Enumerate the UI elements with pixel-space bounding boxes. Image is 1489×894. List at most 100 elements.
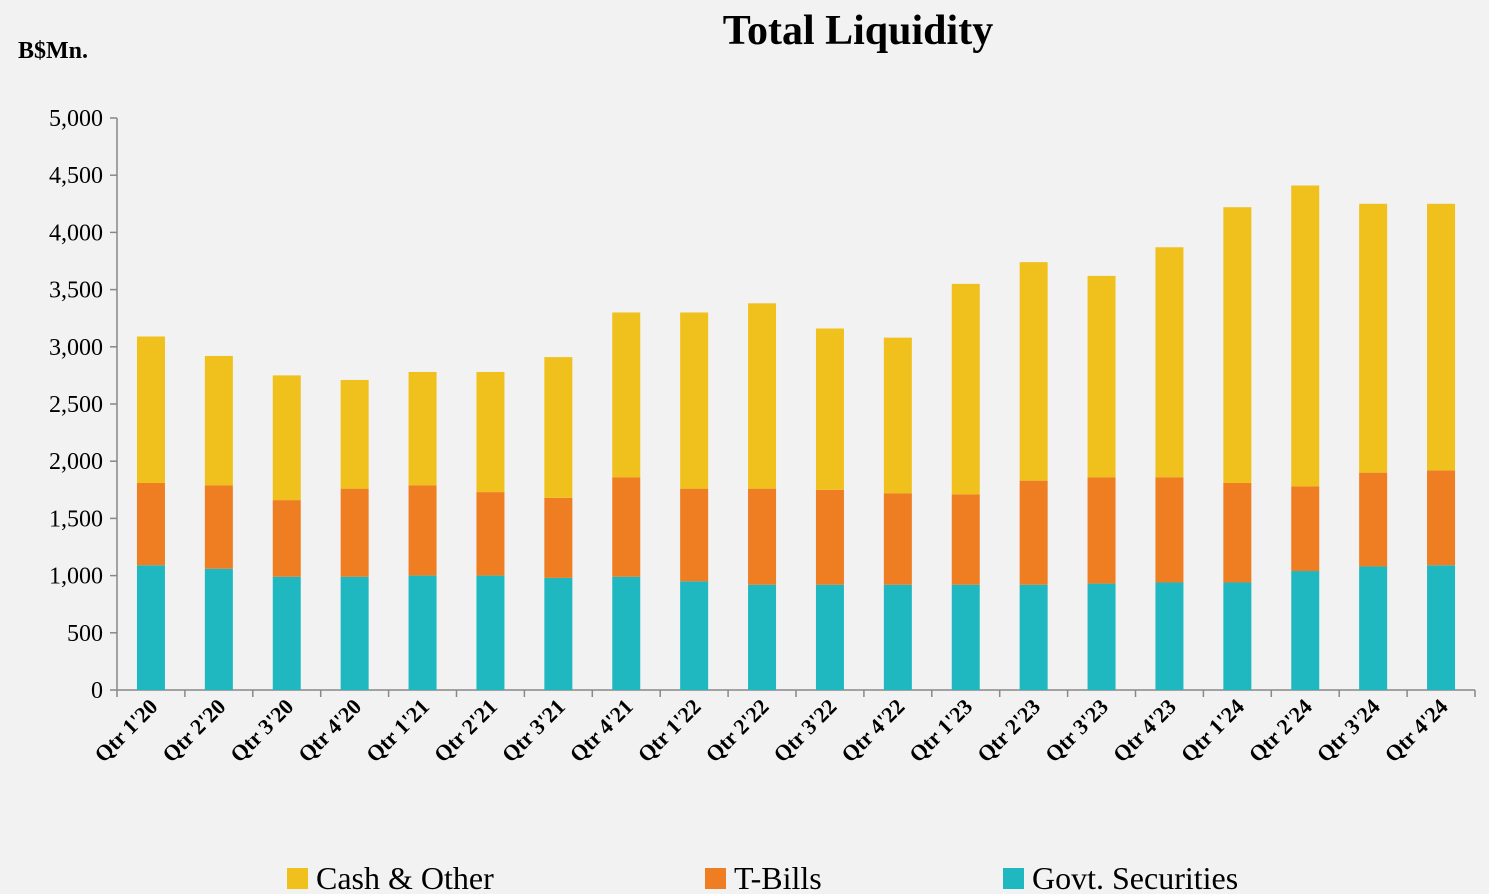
x-tick-label: Qtr 3'23 [1040, 694, 1113, 767]
bar-segment [612, 477, 641, 577]
bar-segment [408, 485, 437, 576]
y-tick-label: 3,500 [49, 278, 103, 304]
bar-segment [1019, 262, 1048, 481]
y-tick-label: 1,500 [49, 506, 103, 532]
bar-segment [951, 584, 980, 690]
bar-segment [815, 489, 844, 585]
x-tick-label: Qtr 4'21 [565, 694, 638, 767]
legend-label: Govt. Securities [1032, 860, 1238, 894]
bar-segment [748, 303, 777, 489]
x-tick-label: Qtr 4'22 [836, 694, 909, 767]
bar-segment [951, 283, 980, 495]
bar-segment [883, 584, 912, 690]
bar-segment [544, 577, 573, 690]
x-tick-label: Qtr 2'23 [972, 694, 1045, 767]
bar-segment [951, 494, 980, 585]
bar-segment [1359, 566, 1388, 690]
bar-segment [1155, 247, 1184, 478]
bar-segment [408, 371, 437, 486]
x-tick-label: Qtr 2'22 [700, 694, 773, 767]
bar-segment [1427, 203, 1456, 471]
bar-segment [1223, 482, 1252, 583]
legend-label: T-Bills [734, 860, 822, 894]
x-tick-label: Qtr 3'21 [497, 694, 570, 767]
x-tick-label: Qtr 1'24 [1176, 694, 1249, 767]
bar-segment [1427, 565, 1456, 690]
bar-segment [476, 575, 505, 690]
bar-segment [204, 485, 233, 569]
bar-segment [815, 328, 844, 490]
x-tick-label: Qtr 2'21 [429, 694, 502, 767]
bar-segment [1223, 207, 1252, 483]
bar-segment [1291, 486, 1320, 572]
bar-segment [340, 379, 369, 489]
bar-segment [544, 497, 573, 578]
bar-segment [1359, 472, 1388, 567]
x-tick-label: Qtr 2'24 [1244, 694, 1317, 767]
legend-swatch [705, 868, 726, 889]
y-tick-label: 500 [67, 621, 103, 647]
x-tick-label: Qtr 4'24 [1379, 694, 1452, 767]
x-tick-label: Qtr 1'23 [904, 694, 977, 767]
bar-segment [1087, 583, 1116, 690]
bar-segment [748, 584, 777, 690]
bar-segment [272, 576, 301, 690]
bar-segment [340, 488, 369, 577]
bar-segment [1291, 185, 1320, 487]
bar-segment [815, 584, 844, 690]
bar-segment [544, 357, 573, 498]
legend-swatch [287, 868, 308, 889]
y-axis-label: B$Mn. [18, 38, 88, 64]
x-tick-label: Qtr 1'21 [361, 694, 434, 767]
bar-segment [204, 568, 233, 690]
x-tick-label: Qtr 1'20 [89, 694, 162, 767]
legend-label: Cash & Other [316, 860, 494, 894]
bar-segment [883, 337, 912, 494]
x-tick-label: Qtr 1'22 [633, 694, 706, 767]
y-tick-label: 3,000 [49, 335, 103, 361]
chart-title: Total Liquidity [723, 8, 993, 54]
bar-segment [476, 492, 505, 576]
bar-segment [476, 371, 505, 493]
x-tick-label: Qtr 4'20 [293, 694, 366, 767]
bar-segment [1155, 477, 1184, 583]
y-tick-label: 1,000 [49, 564, 103, 590]
bar-segment [272, 375, 301, 501]
y-tick-label: 0 [91, 678, 103, 704]
y-tick-label: 2,500 [49, 392, 103, 418]
bar-segment [1427, 470, 1456, 566]
bar-segment [136, 565, 165, 690]
bar-segment [612, 576, 641, 690]
bar-segment [1019, 480, 1048, 585]
bar-segment [883, 493, 912, 585]
bar-segment [1087, 275, 1116, 478]
bar-segment [680, 312, 709, 489]
bar-segment [272, 500, 301, 577]
y-tick-label: 4,000 [49, 220, 103, 246]
legend-swatch [1003, 868, 1024, 889]
bar-segment [680, 488, 709, 582]
bar-segment [340, 576, 369, 690]
y-tick-label: 5,000 [49, 106, 103, 132]
bar-segment [612, 312, 641, 478]
bar-segment [680, 581, 709, 690]
x-tick-label: Qtr 2'20 [157, 694, 230, 767]
y-tick-label: 4,500 [49, 163, 103, 189]
x-tick-label: Qtr 3'20 [225, 694, 298, 767]
bar-segment [136, 482, 165, 566]
bar-segment [1019, 584, 1048, 690]
bar-segment [408, 575, 437, 690]
x-tick-label: Qtr 4'23 [1108, 694, 1181, 767]
bar-segment [136, 336, 165, 483]
bar-segment [1359, 203, 1388, 473]
y-tick-label: 2,000 [49, 449, 103, 475]
bar-segment [204, 355, 233, 486]
x-tick-label: Qtr 3'22 [768, 694, 841, 767]
bar-segment [1291, 571, 1320, 690]
bar-segment [748, 488, 777, 585]
x-tick-label: Qtr 3'24 [1312, 694, 1385, 767]
bar-segment [1087, 477, 1116, 584]
bar-segment [1155, 582, 1184, 690]
bar-segment [1223, 582, 1252, 690]
